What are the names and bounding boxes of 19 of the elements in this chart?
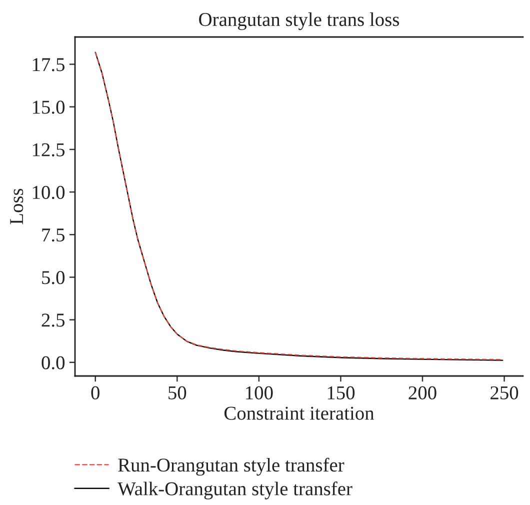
x-tick-label: 100 <box>246 386 273 400</box>
y-tick-label: 17.5 <box>32 58 65 72</box>
y-tick-label: 10.0 <box>32 186 65 200</box>
x-tick-label: 0 <box>91 386 100 400</box>
legend-label: Run-Orangutan style transfer <box>118 458 344 476</box>
legend-label: Walk-Orangutan style transfer <box>118 481 352 500</box>
x-tick-label: 50 <box>168 386 186 400</box>
y-tick-label: 2.5 <box>42 314 65 327</box>
y-tick-label: 12.5 <box>32 143 65 156</box>
y-axis-title: Loss <box>10 188 24 224</box>
y-tick-label: 15.0 <box>32 100 65 114</box>
y-tick-label: 0.0 <box>42 356 65 370</box>
y-tick-label: 7.5 <box>42 228 65 242</box>
x-tick-label: 250 <box>490 386 518 400</box>
x-tick-label: 200 <box>408 386 436 400</box>
chart-title: Orangutan style trans loss <box>199 12 400 30</box>
x-tick-label: 150 <box>328 386 355 400</box>
y-tick-label: 5.0 <box>42 271 65 284</box>
x-axis-title: Constraint iteration <box>224 406 374 420</box>
